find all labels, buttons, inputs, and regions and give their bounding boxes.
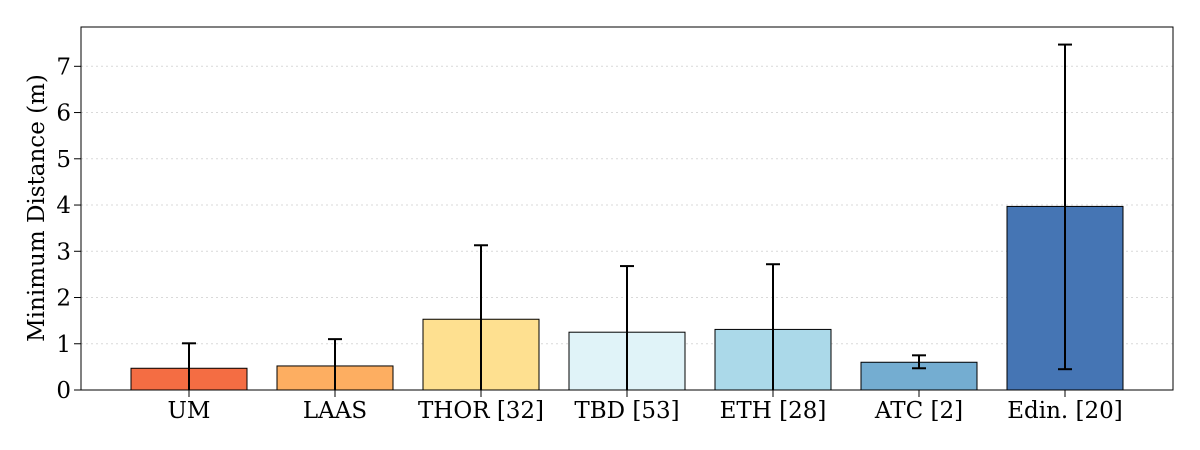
y-tick-label: 2 bbox=[56, 286, 71, 312]
y-tick-label: 0 bbox=[56, 378, 71, 404]
x-tick-label: THOR [32] bbox=[418, 398, 544, 424]
error-bars bbox=[182, 43, 1072, 390]
y-tick-label: 1 bbox=[56, 332, 71, 358]
y-axis-ticks: 0 1 2 3 4 5 6 7 bbox=[56, 54, 81, 404]
x-tick-label: ATC [2] bbox=[874, 398, 963, 424]
grid-lines bbox=[81, 65, 1173, 345]
y-tick-label: 7 bbox=[56, 54, 71, 80]
x-tick-label: UM bbox=[168, 398, 211, 424]
y-tick-label: 5 bbox=[56, 147, 71, 173]
y-tick-label: 4 bbox=[56, 193, 71, 219]
x-tick-label: ETH [28] bbox=[720, 398, 827, 424]
x-tick-label: LAAS bbox=[303, 398, 367, 424]
y-axis-title: Minimum Distance (m) bbox=[24, 74, 50, 342]
y-tick-label: 6 bbox=[56, 101, 71, 127]
x-axis-ticks: UM LAAS THOR [32] TBD [53] ETH [28] ATC [2] Ed… bbox=[168, 390, 1123, 424]
y-tick-label: 3 bbox=[56, 239, 71, 265]
x-tick-label: Edin. [20] bbox=[1007, 398, 1123, 424]
x-tick-label: TBD [53] bbox=[574, 398, 679, 424]
